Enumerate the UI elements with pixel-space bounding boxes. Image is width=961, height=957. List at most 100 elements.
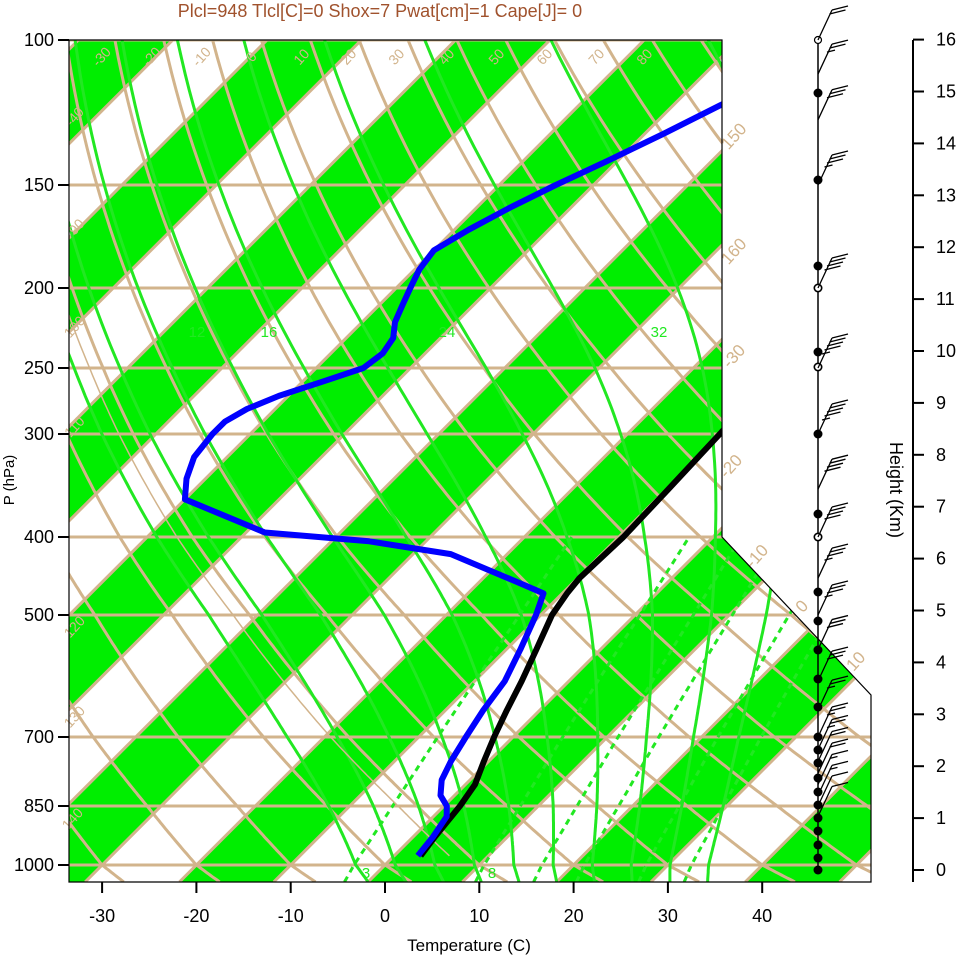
x-tick-label: 10 — [469, 906, 489, 926]
mixing-ratio-line — [575, 536, 781, 882]
dry-adiabat — [69, 40, 413, 882]
isotherm-line — [649, 40, 871, 882]
height-tick-label: 12 — [936, 237, 956, 257]
height-axis-label: Height (Km) — [886, 442, 906, 538]
mixing-ratio-labels: 3 8 12 16 24 32 — [189, 324, 668, 882]
height-tick-label: 14 — [936, 133, 956, 153]
x-tick-label: -20 — [183, 906, 209, 926]
wind-barb-shaft — [817, 9, 833, 41]
dry-adiabat — [254, 40, 871, 882]
mixing-ratio-line — [637, 536, 836, 882]
height-tick-label: 4 — [936, 652, 946, 672]
wind-barb-flag — [829, 742, 846, 748]
p-tick-label: 850 — [24, 796, 54, 816]
wind-barb-flag — [826, 551, 844, 557]
height-tick-label: 7 — [936, 497, 946, 517]
wind-barb-flag — [831, 781, 849, 788]
wind-barb-flag — [831, 760, 849, 767]
height-marker — [813, 509, 823, 519]
wind-barb-flag — [826, 93, 844, 99]
wind-barb-flag — [831, 253, 849, 259]
wind-barb-flag — [829, 89, 846, 95]
p-tick-label: 150 — [24, 175, 54, 195]
wind-barb-flag — [831, 702, 849, 708]
isotherm-line — [69, 40, 401, 882]
height-marker — [813, 745, 823, 755]
wind-barb-flag — [831, 771, 849, 777]
moist-adiabat — [172, 40, 521, 882]
temperature-stripe — [179, 40, 871, 882]
isotherm-label: -10 — [189, 44, 215, 70]
wind-barb-flag — [829, 458, 846, 464]
wind-column — [813, 5, 849, 875]
wind-barb-half — [826, 712, 836, 716]
wind-barb-flag — [829, 718, 846, 725]
p-tick-label: 100 — [24, 30, 54, 50]
wind-barb-flag — [829, 547, 846, 553]
wind-barb-flag — [829, 9, 846, 15]
height-tick-label: 1 — [936, 808, 946, 828]
wind-barb-flag — [829, 650, 846, 656]
wind-barb-shaft — [817, 619, 833, 650]
height-marker — [813, 826, 823, 836]
height-tick-label: 2 — [936, 756, 946, 776]
height-marker — [813, 865, 823, 875]
dry-adiabat — [69, 40, 604, 882]
moist-adiabat — [117, 40, 483, 882]
moist-adiabat — [237, 40, 559, 882]
x-axis: -30 -20 -10 0 10 20 30 40 — [89, 882, 772, 926]
mixing-ratio-line — [682, 536, 871, 882]
wind-barb-flag — [826, 588, 844, 594]
moist-adiabat — [69, 40, 370, 882]
wind-barb-shaft — [817, 765, 833, 796]
height-marker — [813, 853, 823, 863]
wind-barb-flag — [829, 706, 846, 712]
moist-adiabat — [71, 40, 445, 882]
isotherm-label: 0 — [792, 596, 812, 616]
wind-barb-flag — [831, 543, 849, 549]
wind-barb-flag — [829, 337, 846, 343]
height-tick-label: 9 — [936, 393, 946, 413]
mixing-ratio-line — [532, 536, 743, 882]
wind-barb-flag — [831, 454, 849, 460]
temperature-stripe — [69, 40, 588, 882]
x-tick-label: 20 — [564, 906, 584, 926]
x-tick-label: -30 — [89, 906, 115, 926]
wind-barb-half — [826, 724, 836, 729]
wind-barb-shaft — [817, 89, 833, 121]
wind-barb-flag — [831, 39, 849, 45]
mixing-ratio-label-12: 12 — [189, 324, 206, 341]
height-marker — [813, 261, 823, 271]
height-marker — [813, 347, 823, 357]
x-tick-label: 30 — [658, 906, 678, 926]
dry-adiabat — [69, 40, 317, 882]
wind-barb-flag — [831, 85, 849, 91]
wind-barb-shaft — [817, 719, 833, 750]
wind-barb-flag — [829, 584, 846, 590]
temperature-stripe — [69, 40, 399, 882]
mixing-ratio-label-32: 32 — [651, 324, 668, 341]
wind-barb-flag — [824, 265, 841, 271]
isotherm-line — [69, 40, 589, 882]
wind-barb-flag — [829, 403, 846, 409]
wind-barb-shaft — [817, 731, 833, 762]
isotherm-label: -20 — [716, 451, 747, 482]
moist-adiabat — [416, 40, 654, 882]
wind-barb-flag — [829, 257, 846, 263]
p-tick-label: 200 — [24, 278, 54, 298]
pressure-axis: 100 150 200 250 300 400 500 700 850 1000 — [14, 30, 69, 875]
isotherm-label: -30 — [719, 341, 750, 372]
wind-barb-half — [826, 49, 836, 53]
p-tick-label: 1000 — [14, 855, 54, 875]
wind-barb-flag — [829, 43, 846, 49]
p-tick-label: 700 — [24, 727, 54, 747]
temperature-stripe — [556, 40, 871, 882]
wind-barb-shaft — [817, 43, 833, 75]
plot-frame — [68, 39, 872, 883]
height-marker — [813, 813, 823, 823]
wind-barb-flag — [831, 749, 849, 756]
wind-barb-flag — [826, 622, 844, 629]
isotherm-line — [69, 40, 683, 882]
mixing-ratio-label-3: 3 — [362, 865, 370, 882]
wind-barb-shaft — [817, 458, 833, 490]
